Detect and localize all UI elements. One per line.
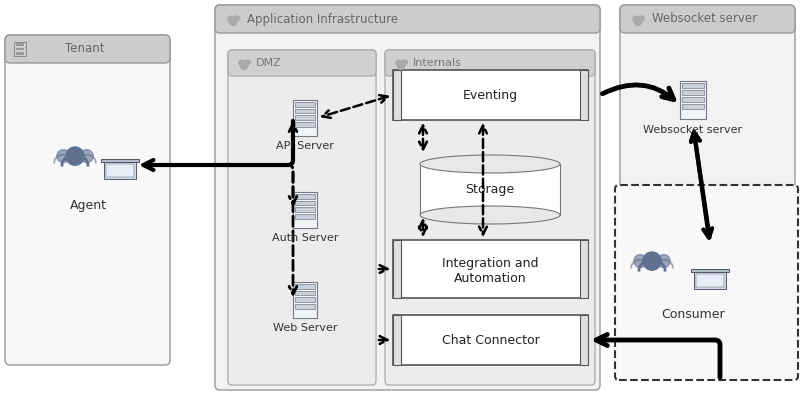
Bar: [680, 81, 706, 119]
Bar: [393, 315, 588, 365]
Bar: [16, 43, 24, 46]
Circle shape: [235, 16, 239, 20]
Text: Application Infrastructure: Application Infrastructure: [247, 12, 398, 26]
Bar: [295, 214, 315, 218]
FancyBboxPatch shape: [228, 50, 376, 385]
Text: Integration and: Integration and: [442, 258, 539, 270]
Bar: [393, 70, 401, 120]
Circle shape: [638, 16, 643, 22]
Bar: [682, 104, 704, 109]
FancyBboxPatch shape: [228, 50, 376, 76]
Bar: [104, 162, 136, 179]
Circle shape: [240, 62, 248, 70]
Bar: [101, 158, 139, 162]
Bar: [580, 240, 588, 298]
Circle shape: [232, 16, 238, 22]
Bar: [16, 48, 24, 50]
FancyBboxPatch shape: [5, 35, 170, 63]
Circle shape: [400, 60, 406, 66]
Bar: [16, 52, 24, 54]
Text: Agent: Agent: [70, 198, 107, 212]
Circle shape: [396, 60, 401, 66]
FancyBboxPatch shape: [615, 185, 798, 380]
Text: Web Server: Web Server: [273, 323, 337, 333]
Bar: [696, 274, 724, 287]
Bar: [295, 284, 315, 289]
Bar: [295, 207, 315, 212]
Ellipse shape: [420, 155, 560, 173]
FancyBboxPatch shape: [620, 5, 795, 225]
Bar: [295, 115, 315, 120]
FancyBboxPatch shape: [5, 35, 170, 365]
FancyBboxPatch shape: [385, 50, 595, 76]
Bar: [393, 240, 588, 298]
Bar: [393, 315, 401, 365]
Text: API Server: API Server: [276, 141, 334, 151]
Bar: [682, 97, 704, 102]
Circle shape: [643, 252, 661, 270]
Bar: [393, 70, 588, 120]
Bar: [694, 272, 727, 289]
Bar: [295, 304, 315, 308]
Bar: [295, 194, 315, 199]
Text: Auth Server: Auth Server: [272, 233, 338, 243]
FancyBboxPatch shape: [385, 50, 595, 385]
Circle shape: [229, 18, 236, 26]
Bar: [682, 84, 704, 88]
Ellipse shape: [420, 206, 560, 224]
Bar: [691, 268, 729, 272]
Bar: [295, 122, 315, 126]
Bar: [293, 192, 317, 228]
Circle shape: [397, 62, 405, 70]
Circle shape: [404, 60, 408, 64]
Bar: [580, 315, 588, 365]
Text: Internals: Internals: [413, 58, 462, 68]
Circle shape: [634, 18, 642, 26]
Text: Automation: Automation: [454, 272, 527, 284]
Bar: [293, 282, 317, 318]
Bar: [295, 201, 315, 206]
Circle shape: [633, 16, 638, 22]
Text: Storage: Storage: [465, 182, 514, 196]
Circle shape: [641, 16, 644, 20]
Bar: [295, 109, 315, 114]
Circle shape: [57, 150, 70, 162]
Text: Websocket server: Websocket server: [652, 12, 757, 26]
Bar: [295, 297, 315, 302]
Circle shape: [66, 147, 84, 165]
Text: Chat Connector: Chat Connector: [441, 334, 539, 346]
Circle shape: [657, 255, 670, 268]
Text: Tenant: Tenant: [65, 42, 104, 56]
Bar: [420, 164, 560, 215]
Bar: [580, 70, 588, 120]
Text: Websocket server: Websocket server: [643, 125, 743, 135]
Circle shape: [634, 255, 646, 268]
Bar: [293, 100, 317, 136]
FancyBboxPatch shape: [620, 5, 795, 33]
Bar: [682, 90, 704, 95]
Bar: [106, 164, 134, 177]
FancyBboxPatch shape: [215, 5, 600, 390]
Circle shape: [80, 150, 93, 162]
Circle shape: [247, 60, 251, 64]
Circle shape: [239, 60, 244, 66]
Bar: [295, 102, 315, 107]
Bar: [393, 240, 401, 298]
Bar: [295, 291, 315, 296]
Circle shape: [227, 16, 233, 22]
Circle shape: [244, 60, 249, 66]
Bar: [14, 42, 26, 56]
Text: Eventing: Eventing: [463, 88, 518, 102]
FancyBboxPatch shape: [215, 5, 600, 33]
Text: Consumer: Consumer: [661, 308, 725, 322]
Text: DMZ: DMZ: [256, 58, 282, 68]
